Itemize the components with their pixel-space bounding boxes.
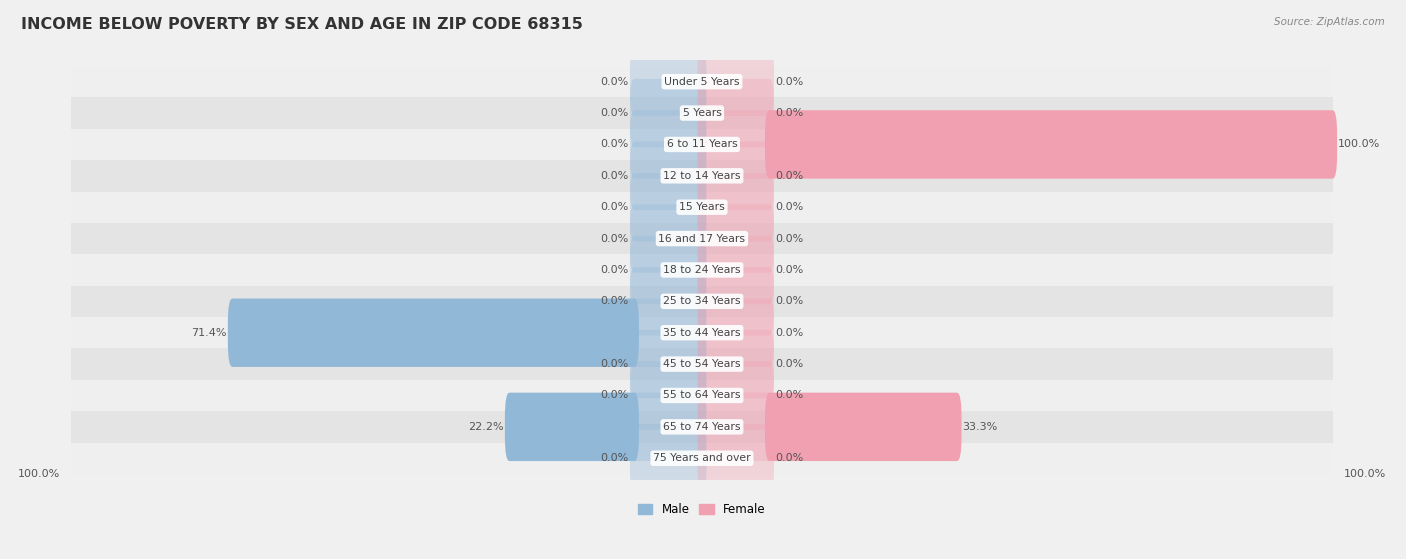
FancyBboxPatch shape (697, 79, 775, 147)
FancyBboxPatch shape (697, 392, 775, 461)
Bar (72, 254, 1333, 286)
Text: 100.0%: 100.0% (18, 468, 60, 479)
FancyBboxPatch shape (630, 330, 706, 399)
FancyBboxPatch shape (765, 392, 962, 461)
FancyBboxPatch shape (630, 236, 706, 304)
FancyBboxPatch shape (228, 299, 638, 367)
FancyBboxPatch shape (697, 267, 775, 335)
Bar (72, 223, 1333, 254)
Text: 0.0%: 0.0% (600, 359, 628, 369)
Text: 0.0%: 0.0% (775, 391, 803, 400)
FancyBboxPatch shape (630, 141, 706, 210)
FancyBboxPatch shape (697, 236, 775, 304)
Text: 33.3%: 33.3% (963, 422, 998, 432)
FancyBboxPatch shape (505, 392, 638, 461)
FancyBboxPatch shape (630, 299, 706, 367)
Bar (72, 317, 1333, 348)
Text: 100.0%: 100.0% (1339, 139, 1381, 149)
Text: 0.0%: 0.0% (600, 453, 628, 463)
FancyBboxPatch shape (697, 299, 775, 367)
Text: 0.0%: 0.0% (775, 202, 803, 212)
Text: 0.0%: 0.0% (600, 171, 628, 181)
Text: INCOME BELOW POVERTY BY SEX AND AGE IN ZIP CODE 68315: INCOME BELOW POVERTY BY SEX AND AGE IN Z… (21, 17, 583, 32)
Text: 100.0%: 100.0% (1344, 468, 1386, 479)
Text: 6 to 11 Years: 6 to 11 Years (666, 139, 737, 149)
FancyBboxPatch shape (697, 110, 775, 179)
FancyBboxPatch shape (630, 205, 706, 273)
Bar (72, 129, 1333, 160)
Text: Under 5 Years: Under 5 Years (664, 77, 740, 87)
FancyBboxPatch shape (697, 173, 775, 241)
Bar (72, 160, 1333, 192)
Text: 0.0%: 0.0% (775, 265, 803, 275)
FancyBboxPatch shape (630, 110, 706, 179)
Text: 0.0%: 0.0% (600, 77, 628, 87)
FancyBboxPatch shape (630, 267, 706, 335)
Text: 18 to 24 Years: 18 to 24 Years (664, 265, 741, 275)
FancyBboxPatch shape (630, 173, 706, 241)
FancyBboxPatch shape (697, 361, 775, 430)
FancyBboxPatch shape (630, 392, 706, 461)
Text: 0.0%: 0.0% (775, 108, 803, 118)
Bar (72, 411, 1333, 443)
Text: 0.0%: 0.0% (775, 77, 803, 87)
Text: Source: ZipAtlas.com: Source: ZipAtlas.com (1274, 17, 1385, 27)
FancyBboxPatch shape (697, 330, 775, 399)
Text: 0.0%: 0.0% (600, 108, 628, 118)
Bar (72, 348, 1333, 380)
Text: 65 to 74 Years: 65 to 74 Years (664, 422, 741, 432)
Text: 55 to 64 Years: 55 to 64 Years (664, 391, 741, 400)
FancyBboxPatch shape (630, 48, 706, 116)
Text: 0.0%: 0.0% (600, 296, 628, 306)
Text: 0.0%: 0.0% (775, 328, 803, 338)
FancyBboxPatch shape (765, 110, 1337, 179)
FancyBboxPatch shape (630, 424, 706, 492)
FancyBboxPatch shape (630, 79, 706, 147)
Bar (72, 97, 1333, 129)
Text: 0.0%: 0.0% (775, 359, 803, 369)
Text: 0.0%: 0.0% (775, 453, 803, 463)
Text: 0.0%: 0.0% (775, 296, 803, 306)
Text: 75 Years and over: 75 Years and over (654, 453, 751, 463)
Text: 0.0%: 0.0% (775, 234, 803, 244)
Bar (72, 443, 1333, 474)
Text: 45 to 54 Years: 45 to 54 Years (664, 359, 741, 369)
Text: 35 to 44 Years: 35 to 44 Years (664, 328, 741, 338)
Text: 0.0%: 0.0% (600, 391, 628, 400)
FancyBboxPatch shape (697, 48, 775, 116)
Text: 0.0%: 0.0% (600, 202, 628, 212)
Text: 0.0%: 0.0% (600, 265, 628, 275)
Text: 0.0%: 0.0% (775, 171, 803, 181)
Text: 12 to 14 Years: 12 to 14 Years (664, 171, 741, 181)
Text: 15 Years: 15 Years (679, 202, 725, 212)
Text: 22.2%: 22.2% (468, 422, 503, 432)
FancyBboxPatch shape (697, 424, 775, 492)
Text: 25 to 34 Years: 25 to 34 Years (664, 296, 741, 306)
Text: 5 Years: 5 Years (682, 108, 721, 118)
Bar (72, 66, 1333, 97)
Text: 0.0%: 0.0% (600, 139, 628, 149)
Legend: Male, Female: Male, Female (634, 498, 770, 520)
FancyBboxPatch shape (697, 205, 775, 273)
FancyBboxPatch shape (630, 361, 706, 430)
FancyBboxPatch shape (697, 141, 775, 210)
Bar (72, 380, 1333, 411)
Bar (72, 192, 1333, 223)
Text: 16 and 17 Years: 16 and 17 Years (658, 234, 745, 244)
Bar (72, 286, 1333, 317)
Text: 0.0%: 0.0% (600, 234, 628, 244)
Text: 71.4%: 71.4% (191, 328, 226, 338)
